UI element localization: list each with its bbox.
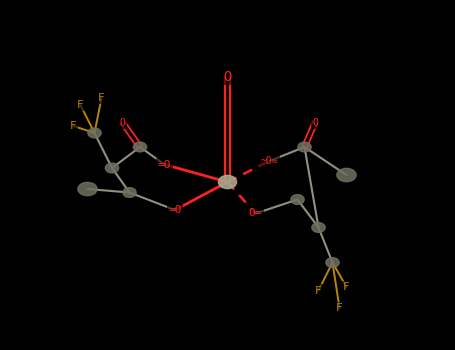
Ellipse shape bbox=[78, 182, 97, 196]
Ellipse shape bbox=[123, 188, 136, 197]
Text: =O: =O bbox=[168, 205, 182, 215]
Text: O: O bbox=[223, 70, 232, 84]
Ellipse shape bbox=[133, 142, 147, 152]
Ellipse shape bbox=[218, 175, 237, 189]
Ellipse shape bbox=[337, 168, 356, 182]
Text: F: F bbox=[315, 286, 322, 295]
Text: O: O bbox=[312, 118, 318, 127]
Text: F: F bbox=[77, 100, 84, 110]
Ellipse shape bbox=[298, 142, 311, 152]
Text: =O: =O bbox=[158, 160, 171, 169]
Text: F: F bbox=[98, 93, 105, 103]
Text: F: F bbox=[70, 121, 77, 131]
Text: ~O≈: ~O≈ bbox=[261, 156, 278, 166]
Ellipse shape bbox=[291, 195, 304, 204]
Ellipse shape bbox=[326, 258, 339, 267]
Text: O: O bbox=[120, 118, 126, 127]
Text: O=: O= bbox=[249, 209, 262, 218]
Text: F: F bbox=[336, 303, 343, 313]
Ellipse shape bbox=[312, 223, 325, 232]
Ellipse shape bbox=[88, 128, 101, 138]
Ellipse shape bbox=[106, 163, 119, 173]
Text: F: F bbox=[343, 282, 350, 292]
